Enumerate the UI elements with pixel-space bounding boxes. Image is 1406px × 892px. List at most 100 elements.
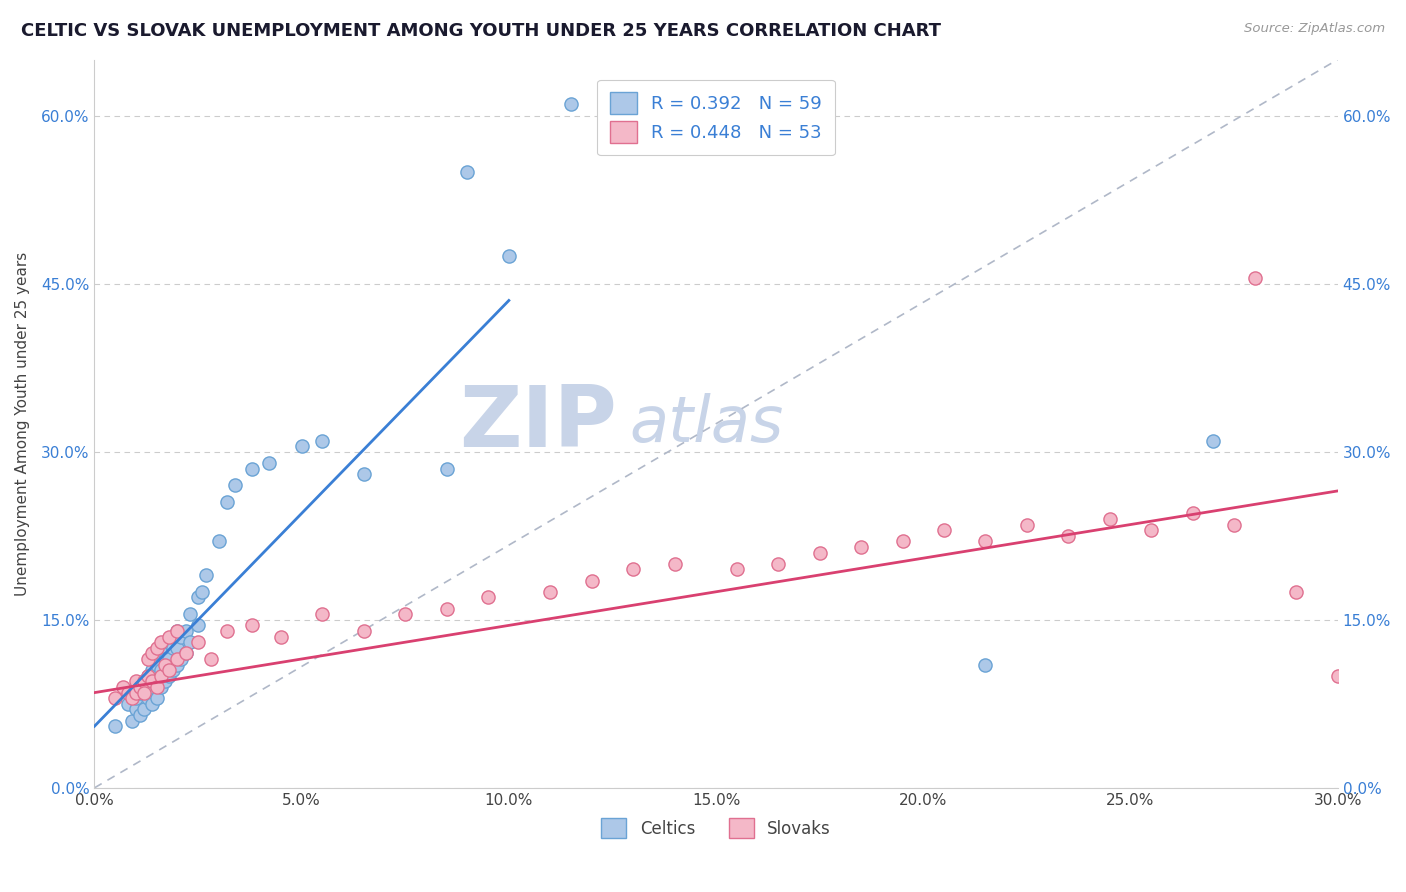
Point [166, 640, 188, 655]
Point [187, 618, 209, 632]
Point [1202, 434, 1225, 448]
Point [1098, 512, 1121, 526]
Point [138, 652, 160, 666]
Point [353, 624, 375, 638]
Point [104, 691, 127, 706]
Point [1243, 271, 1265, 285]
Point [498, 249, 520, 263]
Point [849, 540, 872, 554]
Point [581, 574, 603, 588]
Point [138, 680, 160, 694]
Point [134, 674, 156, 689]
Point [538, 584, 561, 599]
Point [174, 647, 197, 661]
Point [166, 624, 188, 638]
Point [725, 562, 748, 576]
Point [270, 630, 292, 644]
Point [1326, 669, 1348, 683]
Point [353, 467, 375, 482]
Point [240, 461, 263, 475]
Point [145, 691, 167, 706]
Point [456, 164, 478, 178]
Point [291, 439, 314, 453]
Point [157, 635, 180, 649]
Point [1015, 517, 1038, 532]
Point [560, 97, 582, 112]
Point [121, 714, 143, 728]
Point [153, 674, 176, 689]
Point [145, 640, 167, 655]
Point [436, 461, 458, 475]
Point [170, 630, 193, 644]
Point [311, 607, 333, 622]
Point [191, 584, 214, 599]
Text: Source: ZipAtlas.com: Source: ZipAtlas.com [1244, 22, 1385, 36]
Point [157, 630, 180, 644]
Point [179, 635, 201, 649]
Point [187, 591, 209, 605]
Point [104, 719, 127, 733]
Point [141, 674, 163, 689]
Point [187, 635, 209, 649]
Point [157, 669, 180, 683]
Point [162, 640, 184, 655]
Point [153, 657, 176, 672]
Point [117, 685, 139, 699]
Point [134, 685, 156, 699]
Point [974, 657, 997, 672]
Point [125, 702, 148, 716]
Point [1285, 584, 1308, 599]
Point [217, 495, 239, 509]
Point [224, 478, 246, 492]
Point [125, 680, 148, 694]
Point [134, 674, 156, 689]
Point [149, 663, 172, 677]
Point [477, 591, 499, 605]
Point [145, 657, 167, 672]
Point [974, 534, 997, 549]
Legend: Celtics, Slovaks: Celtics, Slovaks [595, 812, 838, 845]
Point [208, 534, 231, 549]
Point [134, 685, 156, 699]
Point [138, 669, 160, 683]
Point [891, 534, 914, 549]
Point [141, 680, 163, 694]
Point [257, 456, 280, 470]
Point [153, 652, 176, 666]
Text: ZIP: ZIP [458, 382, 617, 466]
Point [166, 652, 188, 666]
Point [179, 607, 201, 622]
Point [125, 685, 148, 699]
Point [141, 647, 163, 661]
Point [1223, 517, 1246, 532]
Point [141, 663, 163, 677]
Point [145, 680, 167, 694]
Point [217, 624, 239, 638]
Point [145, 674, 167, 689]
Point [157, 663, 180, 677]
Point [195, 568, 218, 582]
Point [200, 652, 222, 666]
Point [808, 545, 831, 559]
Point [129, 680, 152, 694]
Point [149, 680, 172, 694]
Point [166, 624, 188, 638]
Point [145, 647, 167, 661]
Point [141, 652, 163, 666]
Text: CELTIC VS SLOVAK UNEMPLOYMENT AMONG YOUTH UNDER 25 YEARS CORRELATION CHART: CELTIC VS SLOVAK UNEMPLOYMENT AMONG YOUT… [21, 22, 941, 40]
Point [1140, 523, 1163, 537]
Point [125, 691, 148, 706]
Point [141, 697, 163, 711]
Point [1057, 529, 1080, 543]
Text: atlas: atlas [628, 392, 783, 455]
Point [664, 557, 686, 571]
Point [174, 624, 197, 638]
Y-axis label: Unemployment Among Youth under 25 years: Unemployment Among Youth under 25 years [15, 252, 30, 596]
Point [174, 647, 197, 661]
Point [125, 674, 148, 689]
Point [162, 663, 184, 677]
Point [170, 652, 193, 666]
Point [138, 669, 160, 683]
Point [436, 601, 458, 615]
Point [117, 697, 139, 711]
